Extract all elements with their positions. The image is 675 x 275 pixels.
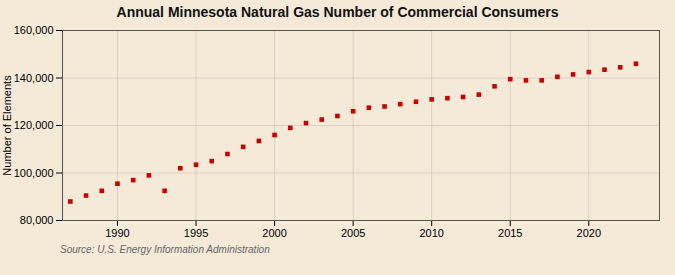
svg-text:1990: 1990 <box>105 227 129 239</box>
svg-text:160,000: 160,000 <box>14 24 54 36</box>
svg-text:Number of Elements: Number of Elements <box>1 75 13 176</box>
html-text:Source: U.S. Energy Informatio: Source: U.S. Energy Information Administ… <box>60 244 270 255</box>
svg-text:2005: 2005 <box>341 227 365 239</box>
svg-text:2000: 2000 <box>262 227 286 239</box>
svg-text:120,000: 120,000 <box>14 119 54 131</box>
svg-text:100,000: 100,000 <box>14 167 54 179</box>
svg-text:1995: 1995 <box>184 227 208 239</box>
svg-text:2010: 2010 <box>419 227 443 239</box>
html-text:Annual Minnesota Natural Gas N: Annual Minnesota Natural Gas Number of C… <box>116 4 559 20</box>
svg-text:2015: 2015 <box>498 227 522 239</box>
svg-text:2020: 2020 <box>577 227 601 239</box>
svg-text:80,000: 80,000 <box>20 214 54 226</box>
svg-text:140,000: 140,000 <box>14 72 54 84</box>
